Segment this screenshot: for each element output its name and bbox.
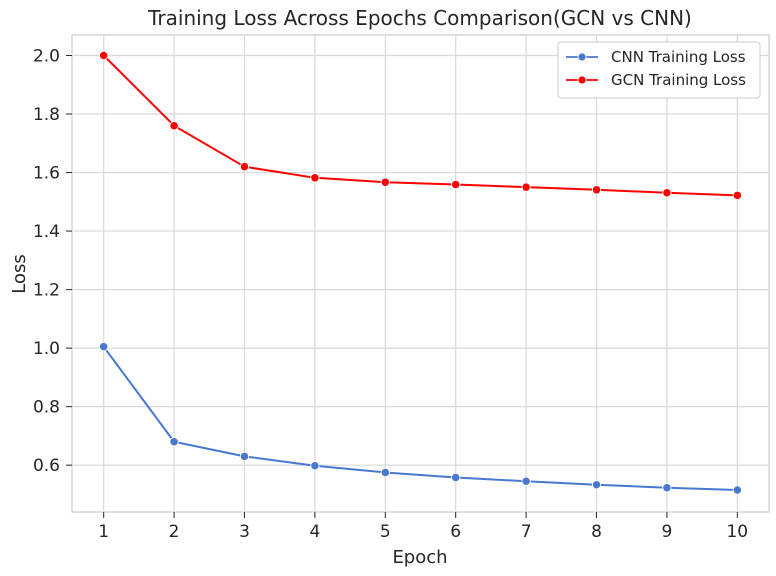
x-tick-label: 9 — [662, 522, 673, 542]
legend-label-cnn: CNN Training Loss — [611, 48, 746, 66]
data-point-cnn — [451, 472, 461, 483]
y-tick-label: 1.4 — [33, 222, 60, 242]
data-point-cnn — [521, 476, 531, 486]
y-tick-label: 0.8 — [33, 398, 60, 418]
data-point-gcn — [451, 179, 461, 190]
series-line-gcn — [102, 54, 738, 197]
data-point-cnn — [732, 485, 742, 495]
series-line-cnn — [102, 346, 738, 492]
legend-marker-cnn — [577, 52, 587, 62]
x-axis-label: Epoch — [392, 547, 447, 568]
chart-title: Training Loss Across Epochs Comparison(G… — [147, 6, 692, 30]
x-tick-label: 8 — [591, 522, 602, 542]
legend-box — [557, 41, 761, 99]
y-axis-ticks: 0.6 0.8 1.0 1.2 1.4 1.6 1.8 2.0 — [33, 46, 72, 476]
data-point-cnn — [310, 461, 320, 471]
data-point-cnn — [380, 467, 390, 478]
y-tick-label: 1.0 — [33, 339, 60, 359]
x-tick-label: 6 — [450, 522, 461, 542]
x-tick-label: 3 — [239, 522, 250, 542]
legend-marker-gcn — [577, 75, 587, 85]
data-point-gcn — [380, 177, 390, 187]
y-tick-label: 1.6 — [33, 164, 60, 184]
y-tick-label: 0.6 — [33, 456, 60, 476]
data-point-gcn — [239, 162, 250, 172]
data-point-gcn — [99, 50, 109, 61]
data-point-gcn — [662, 188, 672, 198]
x-tick-label: 7 — [521, 522, 532, 542]
data-point-cnn — [169, 437, 179, 447]
y-tick-label: 2.0 — [33, 46, 60, 66]
legend-label-gcn: GCN Training Loss — [611, 71, 746, 89]
x-tick-label: 4 — [309, 522, 320, 542]
data-point-cnn — [99, 342, 109, 352]
legend: CNN Training Loss GCN Training Loss — [557, 41, 761, 99]
series-layer — [99, 50, 742, 495]
y-tick-label: 1.2 — [33, 281, 60, 301]
data-point-gcn — [732, 190, 742, 201]
data-point-gcn — [169, 121, 179, 131]
data-point-gcn — [310, 173, 320, 183]
x-tick-label: 2 — [169, 522, 180, 542]
x-tick-label: 1 — [98, 522, 109, 542]
y-tick-label: 1.8 — [33, 105, 60, 125]
data-point-cnn — [662, 483, 672, 493]
grid — [72, 35, 769, 512]
data-point-cnn — [591, 480, 602, 490]
data-point-cnn — [239, 451, 250, 462]
x-tick-label: 5 — [380, 522, 391, 542]
data-point-gcn — [591, 185, 602, 195]
x-tick-label: 10 — [726, 522, 748, 542]
y-axis-label: Loss — [9, 254, 30, 293]
x-axis-ticks: 1 2 3 4 5 6 7 8 9 10 — [98, 512, 748, 542]
data-point-gcn — [521, 182, 531, 192]
